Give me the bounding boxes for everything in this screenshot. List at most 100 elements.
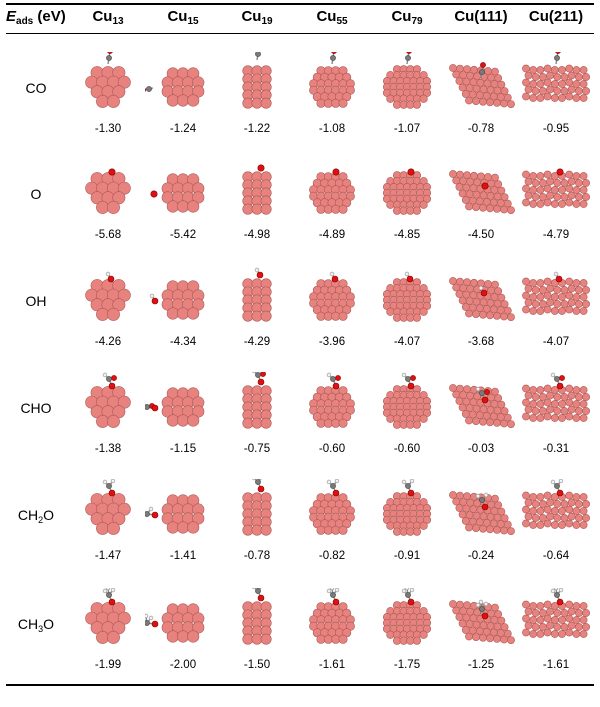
- cu-atom: [461, 410, 470, 418]
- cu-atom: [503, 93, 512, 102]
- structure-image: [443, 52, 519, 114]
- energy-unit: (eV): [33, 8, 66, 25]
- structure-image: [294, 265, 370, 327]
- structure-drawing: [382, 271, 432, 322]
- adsorption-energy-value: -1.30: [94, 123, 122, 135]
- cu-atom: [565, 92, 574, 101]
- structure-drawing: [85, 271, 131, 321]
- cu-atom: [461, 517, 470, 525]
- cu-atom: [543, 170, 552, 179]
- cu-atom: [572, 630, 581, 638]
- cu-atom: [543, 64, 552, 73]
- cu-atom: [531, 393, 540, 401]
- oxygen-atom: [111, 375, 117, 381]
- hydrogen-atom: [404, 588, 410, 591]
- adsorption-energy-value: -1.99: [94, 659, 122, 671]
- cu-atom: [558, 400, 566, 408]
- cu-atom: [96, 200, 110, 214]
- cu-atom: [543, 519, 552, 528]
- cu-atom: [565, 491, 574, 500]
- structure-drawing: [382, 168, 432, 215]
- cu-atom: [486, 98, 494, 107]
- structure-drawing: [145, 494, 205, 534]
- adsorption-energy-value: -0.60: [318, 443, 346, 455]
- cu-atom: [579, 200, 588, 208]
- cu-atom: [543, 78, 552, 87]
- oxygen-atom: [332, 168, 340, 176]
- structure-image: [70, 479, 146, 541]
- cu-atom: [546, 512, 554, 521]
- column-header-2: Cu15: [149, 8, 217, 27]
- structure-image: [294, 52, 370, 114]
- cu-atom: [461, 303, 470, 311]
- cu-atom: [536, 293, 545, 301]
- cu-atom: [260, 633, 272, 645]
- cu-atom: [543, 398, 552, 407]
- hydrogen-atom: [326, 372, 332, 378]
- cu-atom: [543, 277, 552, 286]
- carbon-atom: [554, 592, 560, 598]
- adsorption-energy-value: -0.03: [467, 443, 495, 455]
- cu-atom: [582, 73, 590, 81]
- oxygen-atom: [150, 190, 158, 198]
- column-header-sub: 15: [187, 16, 199, 27]
- cu-atom: [531, 87, 540, 95]
- structure-image: [70, 372, 146, 434]
- cu-atom: [531, 179, 540, 187]
- structure-image: [518, 265, 594, 327]
- cu-atom: [553, 500, 562, 508]
- cu-atom: [575, 179, 583, 187]
- adsorption-energy-value: -5.68: [94, 229, 122, 241]
- cu-atom: [96, 94, 110, 108]
- cu-atom: [582, 193, 590, 201]
- structure-drawing: [242, 372, 272, 429]
- cu-atom: [449, 491, 457, 499]
- cu-atom: [565, 505, 574, 514]
- cu-atom: [338, 311, 348, 321]
- cu-atom: [536, 602, 545, 610]
- cu-atom: [522, 491, 530, 500]
- cu-atom: [500, 514, 509, 522]
- cu-atom: [458, 83, 467, 92]
- structure-image: [219, 158, 295, 220]
- cu-atom: [260, 417, 272, 429]
- carbon-atom: [554, 376, 560, 382]
- row-label-sub: 2: [38, 515, 44, 525]
- cu-atom: [338, 418, 348, 428]
- cu-atom: [553, 179, 562, 187]
- cu-atom: [560, 87, 569, 95]
- adsorption-energy-value: -2.00: [169, 659, 197, 671]
- structure-drawing: [309, 588, 355, 644]
- cu-atom: [479, 97, 487, 106]
- cu-atom: [558, 307, 566, 315]
- adsorption-energy-value: -4.34: [169, 336, 197, 348]
- cu-atom: [465, 309, 473, 318]
- adsorption-energy-value: -3.68: [467, 336, 495, 348]
- cu-atom: [575, 500, 583, 508]
- cu-atom: [531, 514, 540, 522]
- oxygen-atom: [257, 485, 265, 493]
- cu-atom: [531, 73, 540, 81]
- cu-atom: [582, 514, 590, 522]
- cu-atom: [503, 199, 512, 208]
- cu-atom: [579, 80, 588, 88]
- adsorption-energy-value: -1.07: [393, 123, 421, 135]
- cu-atom: [546, 405, 554, 414]
- adsorption-energy-value: -1.15: [169, 443, 197, 455]
- cu-atom: [412, 206, 422, 215]
- carbon-atom: [330, 55, 336, 61]
- cu-atom: [565, 305, 574, 314]
- carbon-atom: [255, 372, 261, 378]
- cu-atom: [452, 390, 461, 399]
- row-label: CO: [0, 80, 72, 96]
- cu-atom: [565, 184, 574, 193]
- row-label: CH2O: [0, 507, 72, 525]
- column-header-main: Cu: [391, 8, 412, 25]
- column-header-main: Cu: [167, 8, 188, 25]
- hydrogen-atom: [110, 479, 116, 484]
- oxygen-atom: [108, 168, 116, 176]
- structure-image: [70, 588, 146, 650]
- hydrogen-atom: [475, 386, 481, 392]
- cu-atom: [522, 305, 530, 314]
- oxygen-atom: [145, 87, 146, 93]
